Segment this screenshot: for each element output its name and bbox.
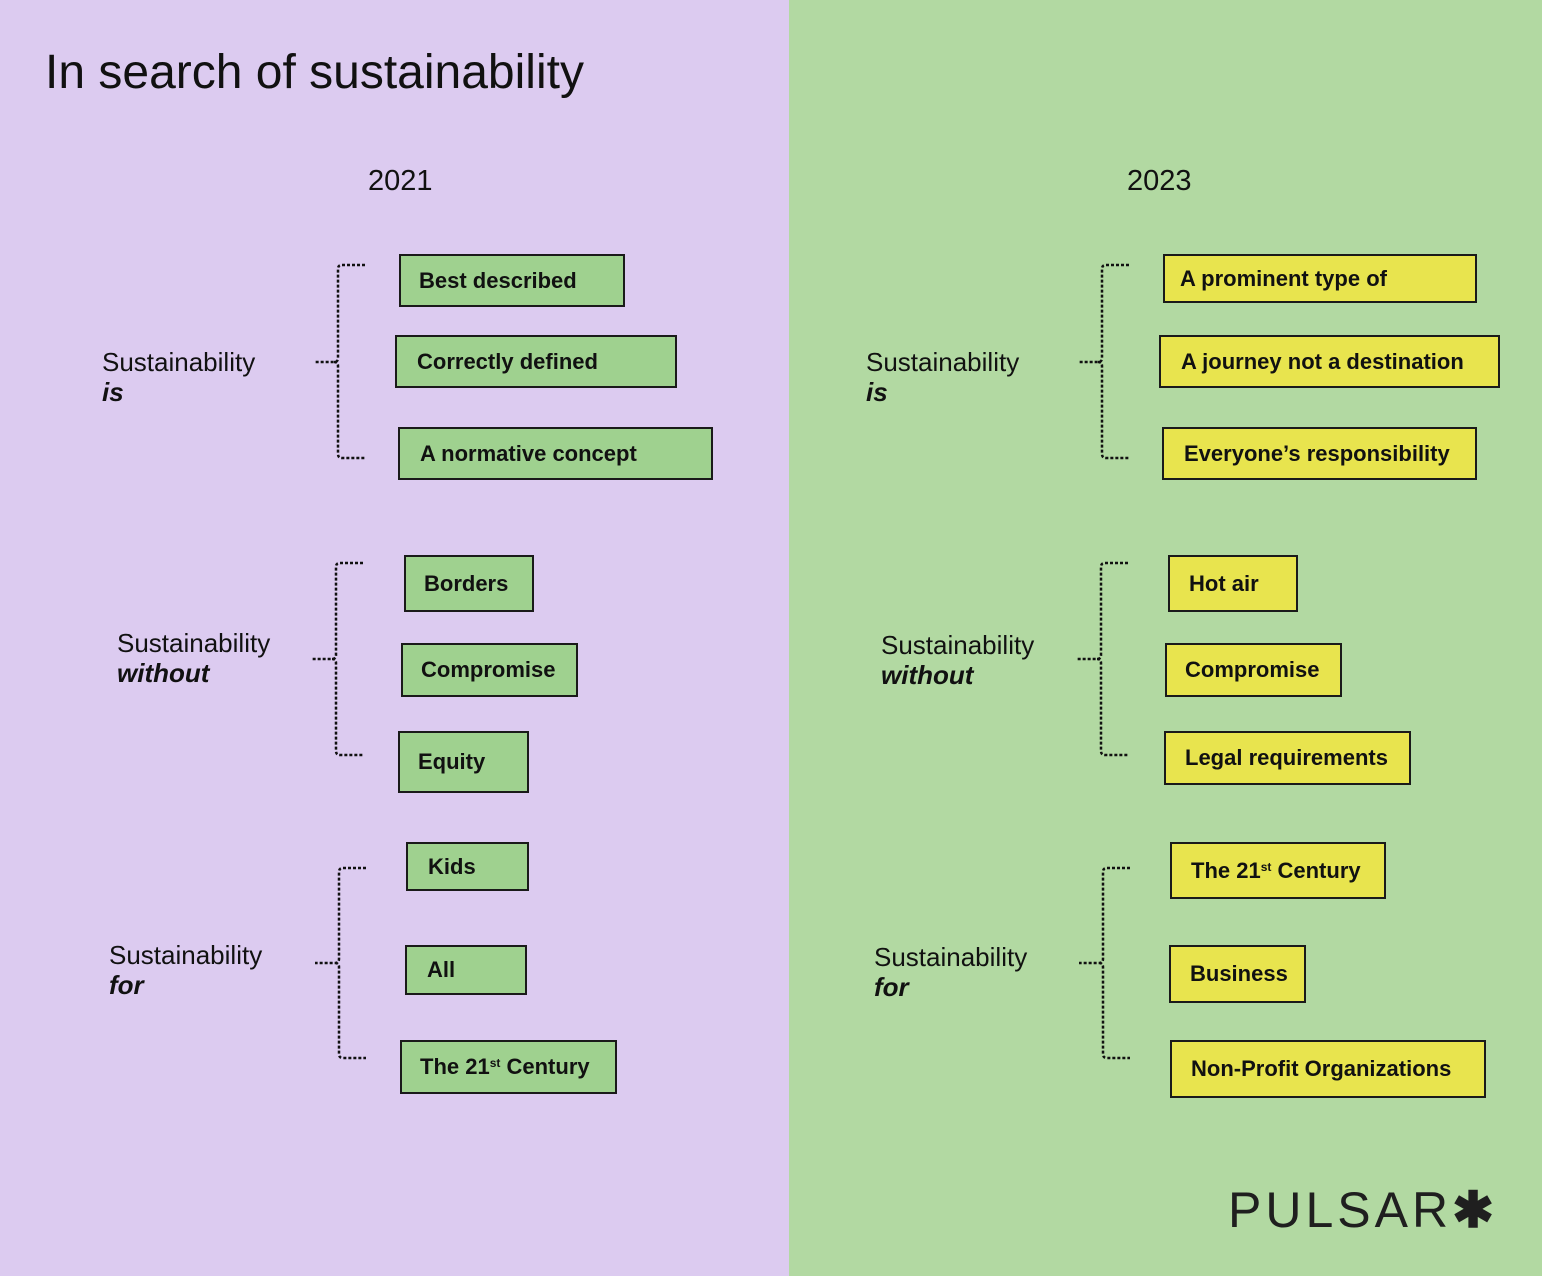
group-label: Sustainability for xyxy=(109,940,262,1000)
item-box: A normative concept xyxy=(398,427,713,480)
label-text: Sustainability xyxy=(102,347,256,377)
item-superscript: st xyxy=(1260,859,1272,874)
group-label: Sustainability is xyxy=(866,347,1019,407)
label-text: Sustainability xyxy=(874,942,1028,972)
page-title: In search of sustainability xyxy=(45,46,584,99)
year-2021: 2021 xyxy=(368,165,433,197)
item-box: Best described xyxy=(399,254,625,307)
item-superscript: st xyxy=(489,1056,501,1070)
item-box: Correctly defined xyxy=(395,335,677,388)
item-box: A journey not a destination xyxy=(1159,335,1500,388)
bracket xyxy=(1079,866,1130,1060)
label-keyword: without xyxy=(881,660,974,690)
item-box: Business xyxy=(1169,945,1306,1003)
label-keyword: is xyxy=(866,377,888,407)
asterisk-icon: ✱ xyxy=(1452,1182,1494,1238)
item-box: Legal requirements xyxy=(1164,731,1411,785)
label-keyword: for xyxy=(109,970,144,1000)
label-text: Sustainability xyxy=(117,628,271,658)
item-text: Century xyxy=(500,1054,590,1079)
item-box: Non-Profit Organizations xyxy=(1170,1040,1486,1098)
item-box: A prominent type of xyxy=(1163,254,1477,303)
item-box: All xyxy=(405,945,527,995)
bracket xyxy=(314,263,365,460)
group-label: Sustainability without xyxy=(881,630,1034,690)
label-text: Sustainability xyxy=(881,630,1035,660)
panel-2021 xyxy=(0,0,789,1276)
year-2023: 2023 xyxy=(1127,165,1192,197)
bracket xyxy=(1077,561,1128,757)
pulsar-logo: PULSAR✱ xyxy=(1228,1182,1494,1238)
label-text: Sustainability xyxy=(866,347,1020,377)
bracket xyxy=(315,866,366,1060)
item-box: Hot air xyxy=(1168,555,1298,612)
label-keyword: without xyxy=(117,658,210,688)
item-box: Everyone’s responsibility xyxy=(1162,427,1477,480)
label-keyword: for xyxy=(874,972,909,1002)
group-label: Sustainability is xyxy=(102,347,255,407)
item-text: The 21 xyxy=(1191,857,1261,883)
group-label: Sustainability for xyxy=(874,942,1027,1002)
item-box: Equity xyxy=(398,731,529,793)
item-box: Compromise xyxy=(1165,643,1342,697)
item-box: Compromise xyxy=(401,643,578,697)
item-text: The 21 xyxy=(420,1054,490,1079)
bracket xyxy=(1078,263,1129,460)
group-label: Sustainability without xyxy=(117,628,270,688)
label-keyword: is xyxy=(102,377,124,407)
label-text: Sustainability xyxy=(109,940,263,970)
item-box: Kids xyxy=(406,842,529,891)
bracket xyxy=(312,561,363,757)
logo-text: PULSAR xyxy=(1228,1182,1453,1238)
item-box: Borders xyxy=(404,555,534,612)
item-text: Century xyxy=(1271,857,1361,883)
